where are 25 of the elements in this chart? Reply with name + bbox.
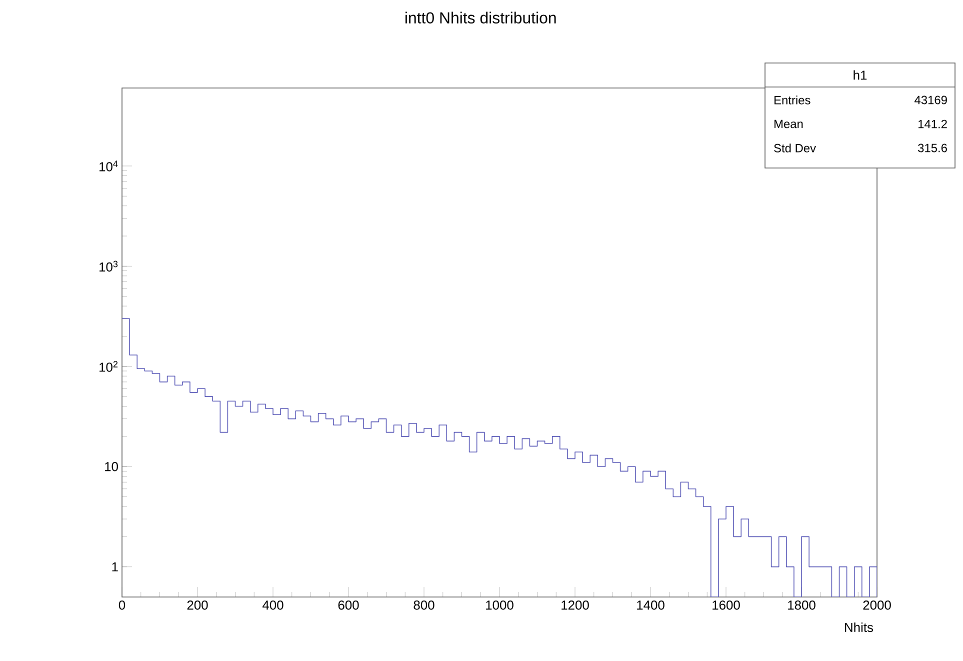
text: 141.2 — [918, 120, 947, 128]
y-tick-label: 10$^{3}$ — [100, 260, 118, 272]
chart-title: intt0 Nhits distribution — [406, 12, 556, 24]
y-tick-label: 10 — [105, 462, 118, 472]
annotation: Std Dev — [774, 144, 816, 152]
x-tick-label: 0 — [118, 600, 126, 610]
x-tick-label: 1600 — [712, 600, 740, 610]
x-tick-label: 1800 — [788, 600, 816, 610]
x-tick-label: 600 — [338, 600, 359, 610]
x-tick-label: 1000 — [486, 600, 514, 610]
x-tick-label: 2000 — [863, 600, 891, 610]
x-tick-label: 400 — [262, 600, 284, 610]
y-tick-label: 1 — [112, 562, 118, 572]
text: 43169 — [914, 96, 947, 104]
x-tick-label: 1400 — [637, 600, 664, 610]
x-axis-title: Nhits — [845, 622, 874, 632]
x-tick-label: 200 — [187, 600, 208, 610]
x-tick-label: 800 — [414, 600, 434, 610]
x-tick-label: 1200 — [562, 600, 589, 610]
y-tick-label: 10$^{4}$ — [100, 160, 118, 172]
annotation: Mean — [774, 120, 803, 128]
text: 315.6 — [918, 144, 947, 152]
annotation: Entries — [774, 96, 810, 104]
y-tick-label: 10$^{2}$ — [100, 361, 118, 372]
text: h1 — [854, 70, 867, 80]
